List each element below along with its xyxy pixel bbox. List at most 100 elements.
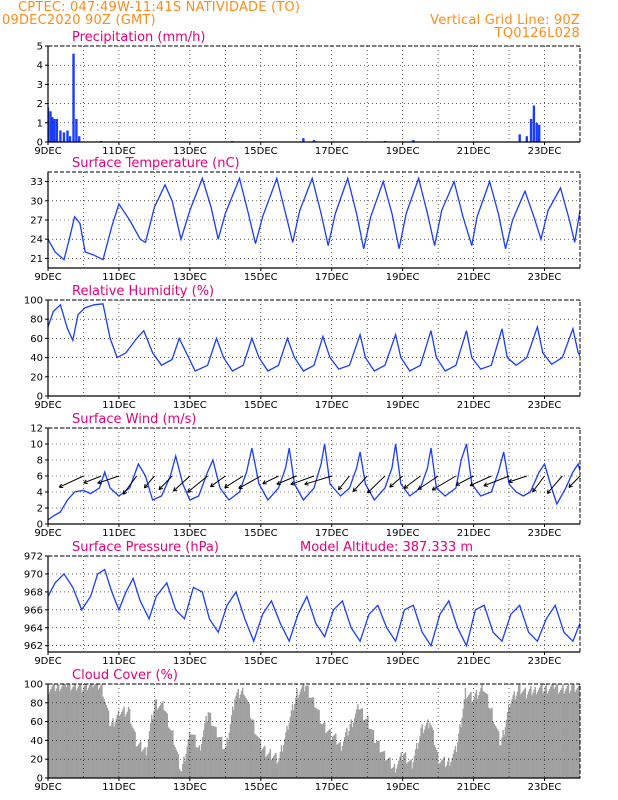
cloud-bar <box>118 716 121 778</box>
cloud-bar <box>310 697 313 778</box>
ytick-label: 10 <box>30 440 43 451</box>
wind-arrow <box>431 475 457 491</box>
cloud-bar <box>70 691 72 778</box>
wind-arrow <box>304 475 332 485</box>
cloud-bar <box>261 748 264 778</box>
xtick-label: 17DEC <box>315 528 349 539</box>
cloud-bar <box>309 697 311 778</box>
cloud-bar <box>248 703 251 778</box>
cloud-bar <box>511 699 513 778</box>
cloud-bar <box>168 728 171 778</box>
cloud-bar <box>278 758 280 778</box>
cloud-bar <box>323 721 326 778</box>
cloud-bar <box>590 693 591 778</box>
cloud-bar <box>329 728 331 778</box>
cloud-bar <box>228 732 231 778</box>
cloud-bar <box>456 742 459 778</box>
precip-bar <box>53 118 56 142</box>
cloud-bar <box>229 723 232 778</box>
wind-arrow-head <box>568 483 573 488</box>
cloud-bar <box>210 725 213 778</box>
ytick-label: 40 <box>30 736 43 747</box>
cloud-bar <box>603 687 604 778</box>
cloud-bar <box>545 684 548 778</box>
wind-arrow <box>546 475 563 494</box>
cloud-bar <box>71 688 73 778</box>
cloud-bar <box>536 692 539 778</box>
cloud-bar <box>435 749 438 778</box>
cloud-bar <box>149 722 152 778</box>
cloud-bar <box>125 714 127 778</box>
cloud-bar <box>517 685 520 778</box>
cloud-bar <box>246 699 248 778</box>
cloud-bar <box>112 718 114 778</box>
cloud-bar <box>381 751 384 778</box>
cloud-bar <box>514 699 517 778</box>
wind-arrow-head <box>417 485 423 490</box>
xtick-label: 9DEC <box>34 782 61 793</box>
cloud-bar <box>516 691 519 778</box>
cloud-bar <box>371 729 374 778</box>
wind-arrow-head <box>508 478 513 484</box>
cloud-bar <box>154 700 156 778</box>
cloud-bar <box>167 727 170 778</box>
cloud-bar <box>59 691 61 778</box>
series-line <box>48 303 580 372</box>
cloud-bar <box>207 712 210 778</box>
cloud-bar <box>599 684 600 778</box>
cloud-bar <box>609 685 610 778</box>
panel-title: Relative Humidity (%) <box>72 284 214 299</box>
cloud-bar <box>608 688 609 778</box>
cloud-bar <box>173 744 175 778</box>
header-date: 09DEC2020 90Z (GMT) <box>2 13 156 28</box>
cloud-bar <box>565 688 567 778</box>
cloud-bar <box>226 737 228 778</box>
header-model-id: TQ0126L028 <box>494 26 580 41</box>
cloud-bar <box>332 735 335 778</box>
cloud-bar <box>411 768 413 778</box>
cloud-bar <box>358 709 360 778</box>
cloud-bar <box>222 749 224 778</box>
xtick-label: 17DEC <box>315 272 349 283</box>
wind-arrow <box>532 475 545 493</box>
cloud-bar <box>247 701 249 778</box>
cloud-bar <box>152 719 154 778</box>
ytick-label: 30 <box>30 196 43 207</box>
cloud-bar <box>494 725 497 778</box>
cloud-bar <box>348 730 350 778</box>
panel-5: 962 964 966 968 970 972 9DEC 11DEC 13DEC 15DEC 17D… <box>24 540 581 667</box>
cloud-bar <box>349 724 351 778</box>
cloud-bar <box>60 688 62 778</box>
cloud-bar <box>194 734 196 778</box>
xtick-label: 19DEC <box>386 782 420 793</box>
xtick-label: 15DEC <box>244 146 278 157</box>
ytick-label: 100 <box>24 296 43 307</box>
cloud-bar <box>239 694 242 778</box>
cloud-bar <box>345 732 347 778</box>
cloud-bar <box>403 753 406 778</box>
cloud-bar <box>245 698 247 778</box>
panel-2: 21 24 27 30 33 9DEC 11DEC 13DEC 15DEC 17DEC 19DEC 2… <box>30 156 581 283</box>
cloud-bar <box>614 685 615 778</box>
cloud-bar <box>550 686 552 778</box>
cloud-bar <box>254 733 256 778</box>
cloud-bar <box>448 757 450 778</box>
cloud-bar <box>430 725 432 778</box>
cloud-bar <box>455 752 458 778</box>
cloud-bar <box>50 689 52 778</box>
cloud-bar <box>501 737 503 778</box>
cloud-bar <box>97 689 100 778</box>
cloud-bar <box>190 734 193 778</box>
cloud-bar <box>284 738 286 778</box>
cloud-bar <box>438 764 440 778</box>
cloud-bar <box>374 743 377 778</box>
cloud-bar <box>452 753 454 778</box>
cloud-bar <box>267 753 269 778</box>
cloud-bar <box>106 707 109 778</box>
cloud-bar <box>574 692 576 778</box>
precip-bar <box>75 118 78 142</box>
cloud-bar <box>56 684 59 778</box>
cloud-bar <box>587 690 588 778</box>
cloud-bar <box>196 747 198 778</box>
cloud-bar <box>443 756 446 778</box>
